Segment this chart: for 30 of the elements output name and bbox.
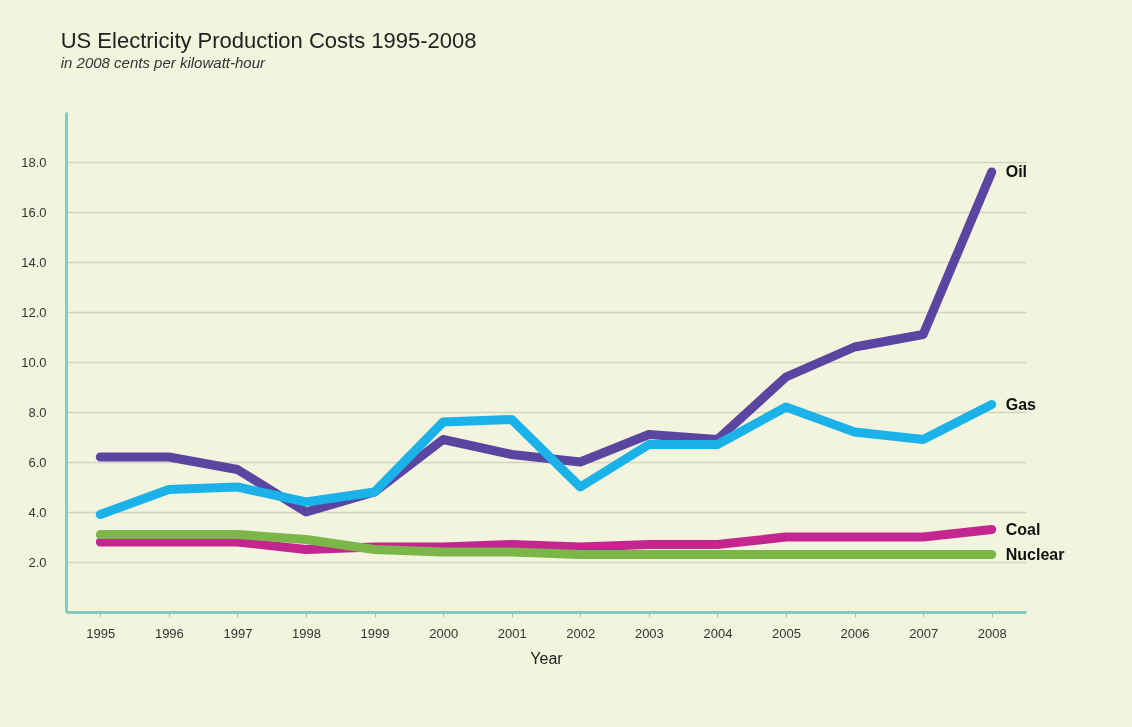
y-tick-label: 12.0 (21, 304, 47, 320)
y-tick-label: 18.0 (21, 154, 47, 170)
x-tick-label: 2006 (840, 625, 870, 641)
x-tick-label: 2007 (909, 625, 939, 641)
x-tick-label: 2003 (634, 625, 664, 641)
x-axis-title: Year (530, 649, 564, 667)
y-tick-label: 10.0 (21, 354, 47, 370)
x-tick-label: 2001 (497, 625, 527, 641)
x-tick-label: 1998 (292, 625, 321, 641)
series-label: Coal (1005, 520, 1041, 538)
x-tick-label: 2005 (772, 625, 801, 641)
series-label: Gas (1005, 395, 1037, 413)
y-tick-label: 16.0 (21, 204, 47, 220)
series-label: Oil (1005, 163, 1028, 180)
y-tick-label: 14.0 (21, 254, 47, 270)
y-tick-label: 4.0 (28, 504, 47, 520)
x-tick-label: 1999 (360, 625, 390, 641)
chart-subtitle: in 2008 cents per kilowatt-hour (60, 54, 266, 71)
series-label: Nuclear (1005, 545, 1065, 563)
y-tick-label: 8.0 (28, 404, 47, 420)
chart-title: US Electricity Production Costs 1995-2008 (60, 28, 477, 53)
x-tick-label: 1995 (86, 625, 116, 641)
x-tick-label: 1996 (154, 625, 184, 641)
x-tick-label: 2002 (566, 625, 596, 641)
y-tick-label: 6.0 (28, 454, 47, 470)
x-tick-label: 1997 (223, 625, 253, 641)
x-tick-label: 2008 (977, 625, 1007, 641)
x-tick-label: 2000 (429, 625, 459, 641)
x-tick-label: 2004 (703, 625, 733, 641)
y-tick-label: 2.0 (28, 554, 47, 570)
